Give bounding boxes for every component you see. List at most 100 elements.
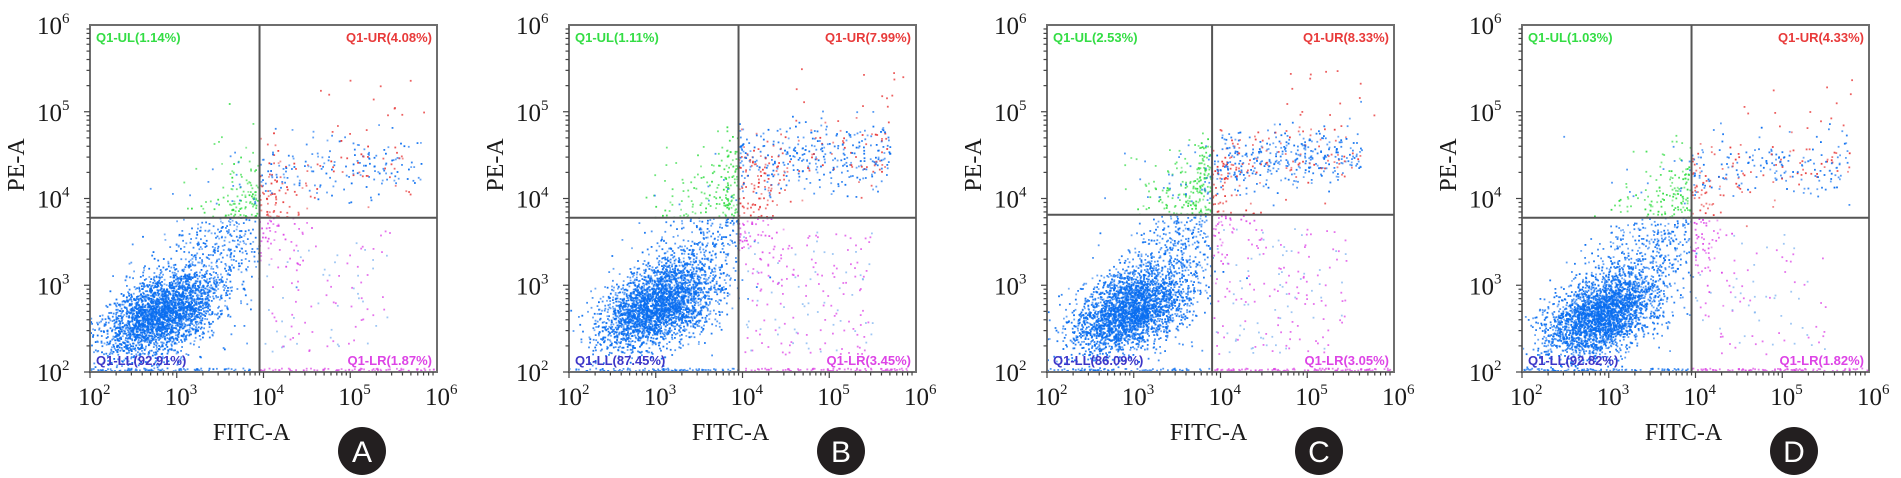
data-point [206,297,209,300]
data-point [657,261,660,264]
data-point [202,265,205,268]
data-point [245,201,248,203]
data-point [268,211,271,214]
data-point [246,342,248,345]
data-point [201,260,204,263]
data-point [654,293,656,296]
data-point [116,345,119,348]
data-point [167,310,170,312]
data-point [165,324,168,327]
data-point [191,207,193,210]
data-point [156,366,159,369]
data-point [384,163,387,166]
data-point [167,298,170,301]
data-point [345,165,347,168]
data-point [165,284,168,286]
data-point [91,322,93,325]
data-point [268,309,270,311]
data-point [184,287,187,290]
data-point [191,263,194,265]
data-point [199,257,201,259]
data-point [124,369,126,372]
data-point [180,285,183,288]
data-point [169,246,172,248]
data-point [252,241,255,243]
data-point [688,287,690,290]
data-point [167,296,170,299]
data-point [144,319,147,322]
data-point [284,192,287,195]
data-point [169,286,171,289]
data-point [370,196,372,199]
data-point [383,308,386,311]
data-point [679,300,681,302]
data-point [272,211,275,213]
data-point [189,326,192,329]
data-point [189,306,192,308]
data-point [161,357,164,360]
data-point [198,313,201,316]
data-point [230,368,233,370]
data-point [158,336,161,339]
data-point [168,325,170,328]
data-point [128,351,130,354]
data-point [162,348,165,351]
data-point [175,304,178,307]
data-point [205,291,207,294]
data-point [220,278,223,281]
data-point [240,247,243,250]
data-point [136,336,139,339]
data-point [164,313,167,316]
data-point [139,297,142,300]
data-point [137,295,139,298]
data-point [306,207,309,210]
data-point [358,144,360,146]
data-point [158,317,160,319]
data-point [251,195,253,198]
data-point [214,243,217,246]
data-point [199,315,202,318]
data-point [178,319,180,322]
data-point [186,277,189,280]
data-point [194,318,197,321]
data-point [240,259,243,261]
data-point [207,290,210,293]
data-point [146,308,148,311]
data-point [606,299,608,302]
data-point [217,276,219,279]
data-point [260,137,262,140]
data-point [92,334,95,336]
data-point [161,341,164,344]
data-point [163,327,166,330]
data-point [212,277,215,280]
data-point [172,305,175,308]
data-point [196,327,198,330]
data-point [630,340,632,343]
data-point [244,369,246,372]
data-point [352,163,355,166]
data-point [235,221,238,223]
data-point [273,132,275,135]
data-point [250,168,252,171]
data-point [191,291,194,294]
data-point [679,276,682,279]
data-point [223,284,226,286]
data-point [292,337,294,339]
data-point [266,143,269,146]
data-point [160,353,163,356]
data-point [260,252,262,254]
data-point [118,337,121,339]
data-point [132,313,134,316]
data-point [115,312,118,314]
data-point [202,274,205,277]
data-point [639,327,642,329]
data-point [153,353,156,356]
y-tick-label: 103 [37,271,70,300]
data-point [669,267,671,269]
data-point [145,299,147,302]
data-point [160,323,163,326]
data-point [394,175,397,178]
data-point [275,320,278,323]
data-point [168,290,170,293]
data-point [401,157,404,160]
